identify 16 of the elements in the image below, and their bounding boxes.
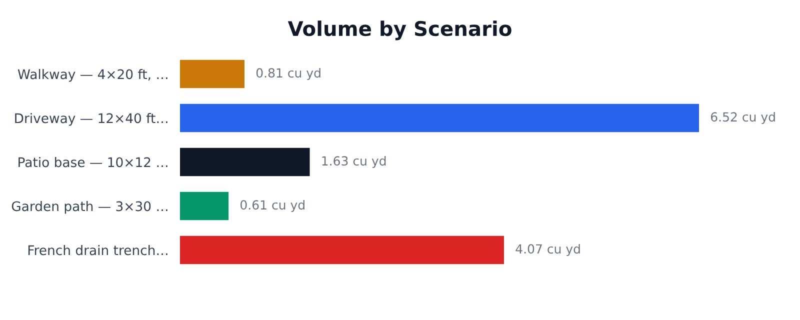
data-label: 0.81 cu yd <box>256 68 320 80</box>
y-tick-label: Patio base — 10×12 … <box>18 156 168 168</box>
y-tick-label: Garden path — 3×30 … <box>12 200 168 214</box>
bar <box>180 236 504 264</box>
bar <box>180 104 699 132</box>
chart-title: Volume by Scenario <box>288 20 512 40</box>
data-label: 0.61 cu yd <box>240 200 304 212</box>
data-label: 1.63 cu yd <box>322 156 386 168</box>
bar <box>180 60 244 88</box>
y-tick-label: French drain trench… <box>28 244 168 256</box>
bar <box>180 148 310 176</box>
bar <box>180 192 229 220</box>
y-tick-label: Driveway — 12×40 ft… <box>15 112 168 126</box>
data-label: 6.52 cu yd <box>710 112 775 124</box>
y-tick-label: Walkway — 4×20 ft, … <box>18 68 168 82</box>
data-label: 4.07 cu yd <box>516 244 580 256</box>
